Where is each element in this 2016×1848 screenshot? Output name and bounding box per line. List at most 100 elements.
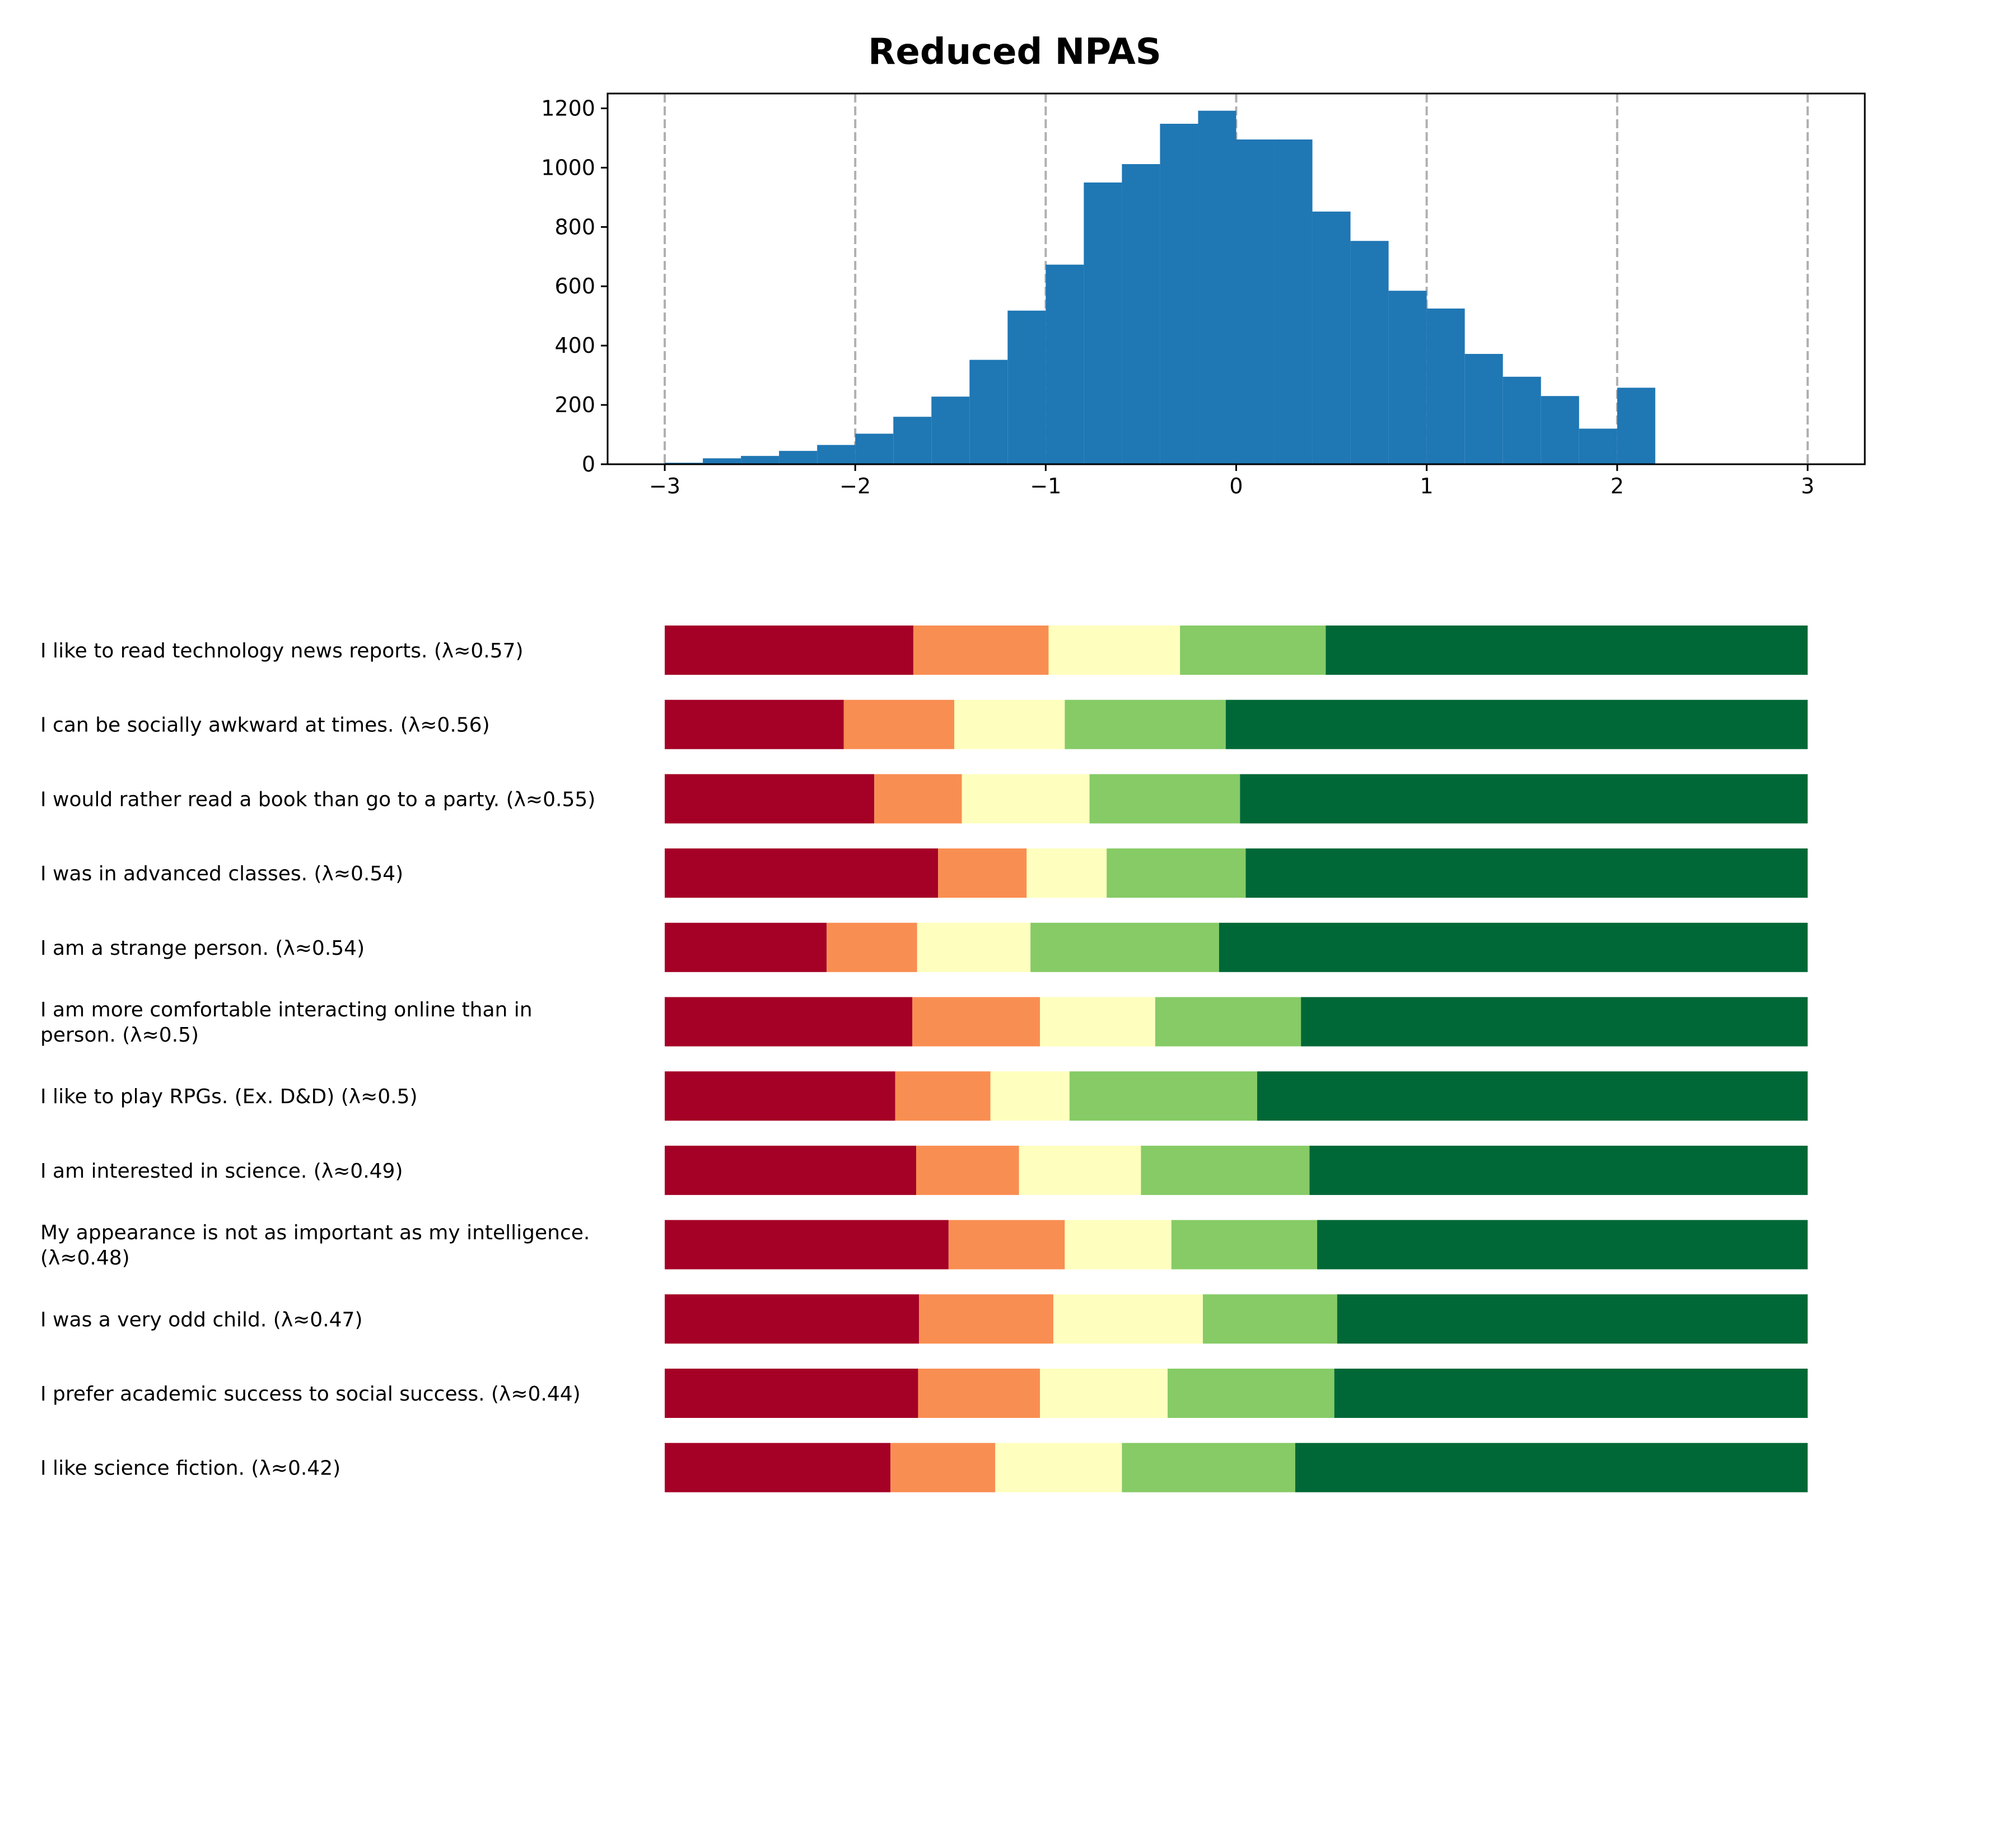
likert-segment	[1245, 848, 1808, 898]
y-tick-label: 200	[554, 393, 595, 417]
likert-segment	[1309, 1145, 1808, 1195]
histogram-bar	[1274, 139, 1313, 464]
y-tick-label: 800	[554, 214, 595, 239]
likert-row	[665, 626, 1808, 675]
likert-segment	[1026, 848, 1107, 898]
likert-segment	[1122, 1443, 1295, 1492]
likert-row	[665, 1220, 1808, 1270]
histogram-bar	[1541, 396, 1579, 464]
likert-segment	[912, 997, 1040, 1047]
likert-segment	[1107, 848, 1246, 898]
likert-segment	[917, 922, 1031, 972]
histogram-bar	[931, 396, 970, 464]
likert-item-label: I am interested in science. (λ≈0.49)	[40, 1160, 403, 1183]
likert-segment	[665, 1071, 895, 1121]
likert-item-label: My appearance is not as important as my …	[40, 1221, 590, 1270]
likert-segment	[874, 774, 962, 824]
likert-segment	[1155, 997, 1301, 1047]
likert-segment	[954, 699, 1065, 749]
histogram-bar	[1084, 182, 1122, 464]
likert-segment	[1257, 1071, 1808, 1121]
likert-segment	[1225, 699, 1808, 749]
likert-segment	[1219, 922, 1808, 972]
likert-segment	[916, 1145, 1019, 1195]
likert-row	[665, 848, 1808, 898]
likert-segment	[665, 774, 875, 824]
likert-row	[665, 1071, 1808, 1121]
x-tick-label: 1	[1420, 474, 1434, 498]
likert-segment	[1337, 1294, 1808, 1344]
likert-item-label: I am more comfortable interacting online…	[40, 998, 533, 1047]
likert-item-label: I like to read technology news reports. …	[40, 640, 524, 662]
histogram-bar	[1046, 264, 1084, 464]
histogram-bar	[1160, 124, 1198, 465]
histogram-bar	[741, 456, 780, 464]
likert-segment	[995, 1443, 1122, 1492]
histogram-bar	[703, 458, 741, 464]
histogram-bar	[1617, 388, 1655, 464]
x-tick-label: −3	[649, 474, 680, 498]
histogram-bar	[1388, 291, 1427, 464]
likert-item-labels: I like to read technology news reports. …	[40, 640, 595, 1480]
histogram-bar	[969, 360, 1008, 464]
likert-item-label: I like science fiction. (λ≈0.42)	[40, 1457, 340, 1480]
histogram-bars	[665, 110, 1655, 465]
histogram-bar	[893, 417, 932, 464]
likert-row	[665, 1294, 1808, 1344]
histogram-bar	[1007, 310, 1046, 464]
y-tick-label: 0	[582, 452, 595, 477]
likert-segment	[1202, 1294, 1337, 1344]
x-tick-label: 0	[1229, 474, 1243, 498]
likert-segment	[918, 1369, 1040, 1418]
likert-item-label: I was a very odd child. (λ≈0.47)	[40, 1308, 363, 1331]
histogram-bar	[1198, 110, 1236, 464]
likert-segment	[665, 848, 939, 898]
likert-stacked-bars	[665, 626, 1808, 1492]
likert-segment	[1065, 1220, 1172, 1270]
likert-segment	[665, 1369, 918, 1418]
likert-item-label: I am a strange person. (λ≈0.54)	[40, 937, 365, 960]
histogram-bar	[1502, 376, 1541, 464]
likert-segment	[1326, 626, 1808, 675]
likert-segment	[1171, 1220, 1318, 1270]
likert-segment	[827, 922, 917, 972]
histogram-y-axis: 0 200 400 600 800 1000 1200	[541, 96, 608, 477]
likert-segment	[1065, 699, 1226, 749]
likert-segment	[948, 1220, 1065, 1270]
y-tick-label: 1200	[541, 96, 595, 120]
x-tick-label: 3	[1801, 474, 1814, 498]
likert-item-label: I was in advanced classes. (λ≈0.54)	[40, 862, 403, 885]
likert-segment	[665, 997, 913, 1047]
likert-row	[665, 997, 1808, 1047]
likert-segment	[1295, 1443, 1808, 1492]
likert-segment	[913, 626, 1049, 675]
likert-segment	[919, 1294, 1053, 1344]
likert-segment	[895, 1071, 991, 1121]
likert-segment	[962, 774, 1090, 824]
likert-row	[665, 922, 1808, 972]
likert-segment	[1089, 774, 1240, 824]
likert-segment	[1069, 1071, 1257, 1121]
y-tick-label: 600	[554, 274, 595, 298]
likert-segment	[990, 1071, 1070, 1121]
histogram-title: Reduced NPAS	[868, 31, 1161, 73]
likert-segment	[1180, 626, 1326, 675]
likert-segment	[1030, 922, 1219, 972]
histogram-bar	[1426, 308, 1465, 464]
likert-segment	[938, 848, 1027, 898]
likert-row	[665, 1145, 1808, 1195]
likert-segment	[890, 1443, 996, 1492]
likert-segment	[1317, 1220, 1808, 1270]
likert-segment	[1048, 626, 1180, 675]
likert-segment	[665, 626, 913, 675]
likert-segment	[1019, 1145, 1141, 1195]
likert-segment	[1334, 1369, 1808, 1418]
histogram-bar	[1122, 164, 1160, 464]
likert-segment	[665, 922, 827, 972]
likert-item-label: I prefer academic success to social succ…	[40, 1383, 581, 1406]
likert-item-label: I would rather read a book than go to a …	[40, 788, 595, 811]
likert-row	[665, 1443, 1808, 1492]
histogram-bar	[855, 433, 894, 464]
likert-row	[665, 699, 1808, 749]
